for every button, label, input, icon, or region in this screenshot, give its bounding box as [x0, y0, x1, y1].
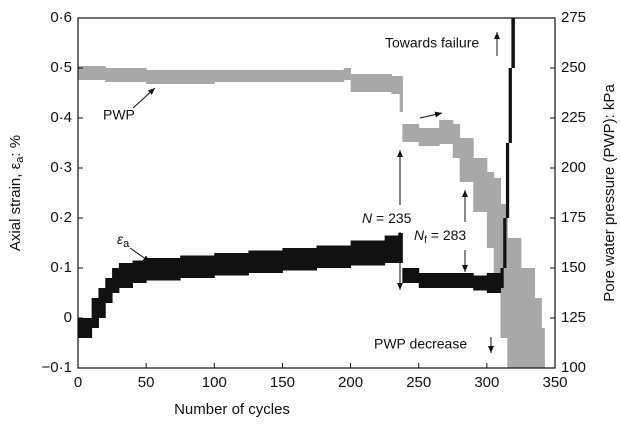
- y2-tick-label: 150: [561, 259, 586, 276]
- band-segment: [418, 128, 440, 146]
- band-segment: [534, 298, 542, 368]
- ann-rest: = 235: [372, 210, 412, 226]
- annotation: PWP: [103, 107, 135, 123]
- band-segment: [91, 298, 99, 328]
- x-tick-label: 200: [338, 374, 363, 391]
- band-segment: [398, 233, 403, 263]
- band-segment: [541, 328, 545, 368]
- band-segment: [343, 68, 352, 80]
- y-tick-label: 0·3: [50, 159, 72, 176]
- annotation: N = 235: [362, 210, 412, 226]
- annotation: εa: [117, 231, 130, 250]
- y-tick-label: 0·2: [50, 209, 72, 226]
- band-segment: [459, 138, 474, 182]
- band-segment: [78, 66, 106, 80]
- band-segment: [511, 18, 515, 68]
- y2-tick-label: 250: [561, 59, 586, 76]
- ann-rest: = 283: [427, 227, 467, 243]
- ann-sub: a: [123, 238, 130, 250]
- band-segment: [214, 70, 283, 82]
- annotation: Towards failure: [385, 35, 479, 51]
- band-segment: [146, 258, 181, 281]
- band-segment: [486, 172, 495, 248]
- y2-axis-label: Pore water pressure (PWP): kPa: [601, 84, 618, 302]
- band-segment: [500, 204, 508, 338]
- x-tick-label: 250: [406, 374, 431, 391]
- y2-tick-label: 175: [561, 209, 586, 226]
- band-segment: [507, 238, 522, 368]
- band-segment: [505, 143, 510, 218]
- ann-sub: f: [424, 235, 427, 246]
- band-segment: [78, 318, 93, 338]
- band-segment: [508, 68, 512, 143]
- band-segment: [418, 273, 454, 288]
- y-tick-label: 0: [64, 309, 72, 326]
- y2-tick-label: 200: [561, 159, 586, 176]
- y-tick-label: 0·5: [50, 59, 72, 76]
- band-segment: [350, 240, 386, 266]
- band-segment: [105, 68, 147, 82]
- band-segment: [399, 76, 403, 112]
- band-segment: [452, 124, 461, 158]
- y-tick-label: 0·1: [50, 259, 72, 276]
- x-tick-label: 0: [74, 374, 82, 391]
- x-axis-label: Number of cycles: [174, 401, 290, 418]
- band-segment: [391, 76, 401, 94]
- y-label-main: Axial strain, ε: [7, 162, 24, 251]
- band-segment: [214, 253, 249, 276]
- x-tick-label: 100: [202, 374, 227, 391]
- band-segment: [98, 288, 106, 318]
- band-segment: [384, 235, 399, 263]
- plot-area: [78, 18, 545, 368]
- y2-tick-label: 100: [561, 359, 586, 376]
- x-tick-label: 50: [138, 374, 155, 391]
- arrow: [419, 111, 443, 119]
- annotations: Towards failure PWP εa N = 235 Nf = 283 …: [103, 32, 500, 353]
- x-tick-label: 150: [270, 374, 295, 391]
- axes-frame: [77, 17, 556, 369]
- band-segment: [486, 273, 495, 293]
- band-segment: [473, 158, 488, 212]
- arrow: [129, 247, 151, 263]
- band-segment: [146, 70, 215, 84]
- band-segment: [105, 278, 113, 303]
- band-segment: [282, 70, 345, 82]
- band-segment: [500, 268, 504, 288]
- y-tick-label: −0·1: [42, 359, 72, 376]
- y2-tick-label: 225: [561, 109, 586, 126]
- band-segment: [402, 124, 420, 142]
- band-segment: [452, 273, 474, 288]
- band-segment: [118, 263, 134, 288]
- y-tick-label: 0·4: [50, 109, 72, 126]
- ann-main: N: [362, 210, 373, 226]
- band-segment: [520, 268, 536, 368]
- x-tick-label: 350: [542, 374, 567, 391]
- band-segment: [493, 178, 501, 288]
- ann-main: N: [414, 227, 425, 243]
- x-tick-label: 300: [474, 374, 499, 391]
- band-segment: [493, 273, 501, 293]
- ann-main: ε: [117, 231, 124, 247]
- annotation: PWP decrease: [374, 336, 467, 352]
- band-segment: [350, 74, 392, 92]
- band-segment: [132, 260, 147, 283]
- band-segment: [282, 248, 317, 271]
- y2-tick-label: 125: [561, 309, 586, 326]
- y-tick-label: 0·6: [50, 9, 72, 26]
- band-segment: [473, 275, 488, 291]
- y2-tick-label: 275: [561, 9, 586, 26]
- band-segment: [503, 218, 507, 268]
- y-label-end: : %: [7, 135, 24, 157]
- band-segment: [180, 255, 215, 278]
- arrow: [132, 87, 156, 109]
- band-segment: [248, 250, 283, 273]
- band-segment: [402, 268, 420, 283]
- band-segment: [112, 268, 120, 293]
- band-segment: [439, 120, 454, 144]
- y-axis-label: Axial strain, εa: %: [7, 135, 26, 251]
- band-segment: [316, 245, 352, 268]
- annotation: Nf = 283: [414, 227, 466, 246]
- y-label-sub: a: [14, 156, 26, 163]
